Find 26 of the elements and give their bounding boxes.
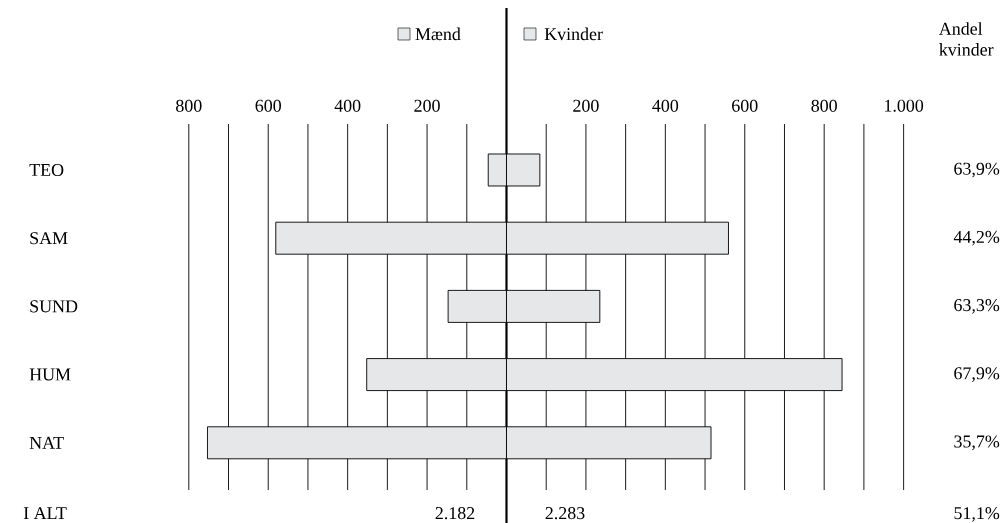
x-tick-label: 200 xyxy=(414,99,440,112)
x-tick-label: 1.000 xyxy=(885,99,924,112)
text: 2.283 xyxy=(545,507,585,520)
legend-label: Mænd xyxy=(415,27,461,41)
text: 63,3% xyxy=(954,299,1000,314)
y-tick-label: NAT xyxy=(29,436,64,449)
text: 35,7% xyxy=(954,435,1000,451)
text: I ALT xyxy=(23,507,67,519)
text: 51,1% xyxy=(954,507,1000,522)
text: 44,2% xyxy=(953,230,1000,246)
x-tick-label: 800 xyxy=(176,99,202,112)
x-tick-label: 600 xyxy=(732,99,758,112)
legend-label: Kvinder xyxy=(544,27,603,41)
y-tick-label: TEO xyxy=(29,163,64,177)
x-tick-label: 600 xyxy=(255,99,281,112)
text: 2.182 xyxy=(435,507,475,520)
x-tick-label: 200 xyxy=(573,99,599,112)
text: 63,9% xyxy=(954,162,1000,178)
y2-axis-title: Andel kvinder xyxy=(938,22,994,56)
x-tick-label: 800 xyxy=(811,99,837,112)
y-tick-label: SUND xyxy=(30,300,78,313)
x-tick-label: 400 xyxy=(334,99,361,112)
text: 67,9% xyxy=(954,367,1000,382)
y-tick-label: HUM xyxy=(29,368,71,381)
x-tick-label: 400 xyxy=(652,99,679,112)
y-tick-label: SAM xyxy=(30,232,68,245)
